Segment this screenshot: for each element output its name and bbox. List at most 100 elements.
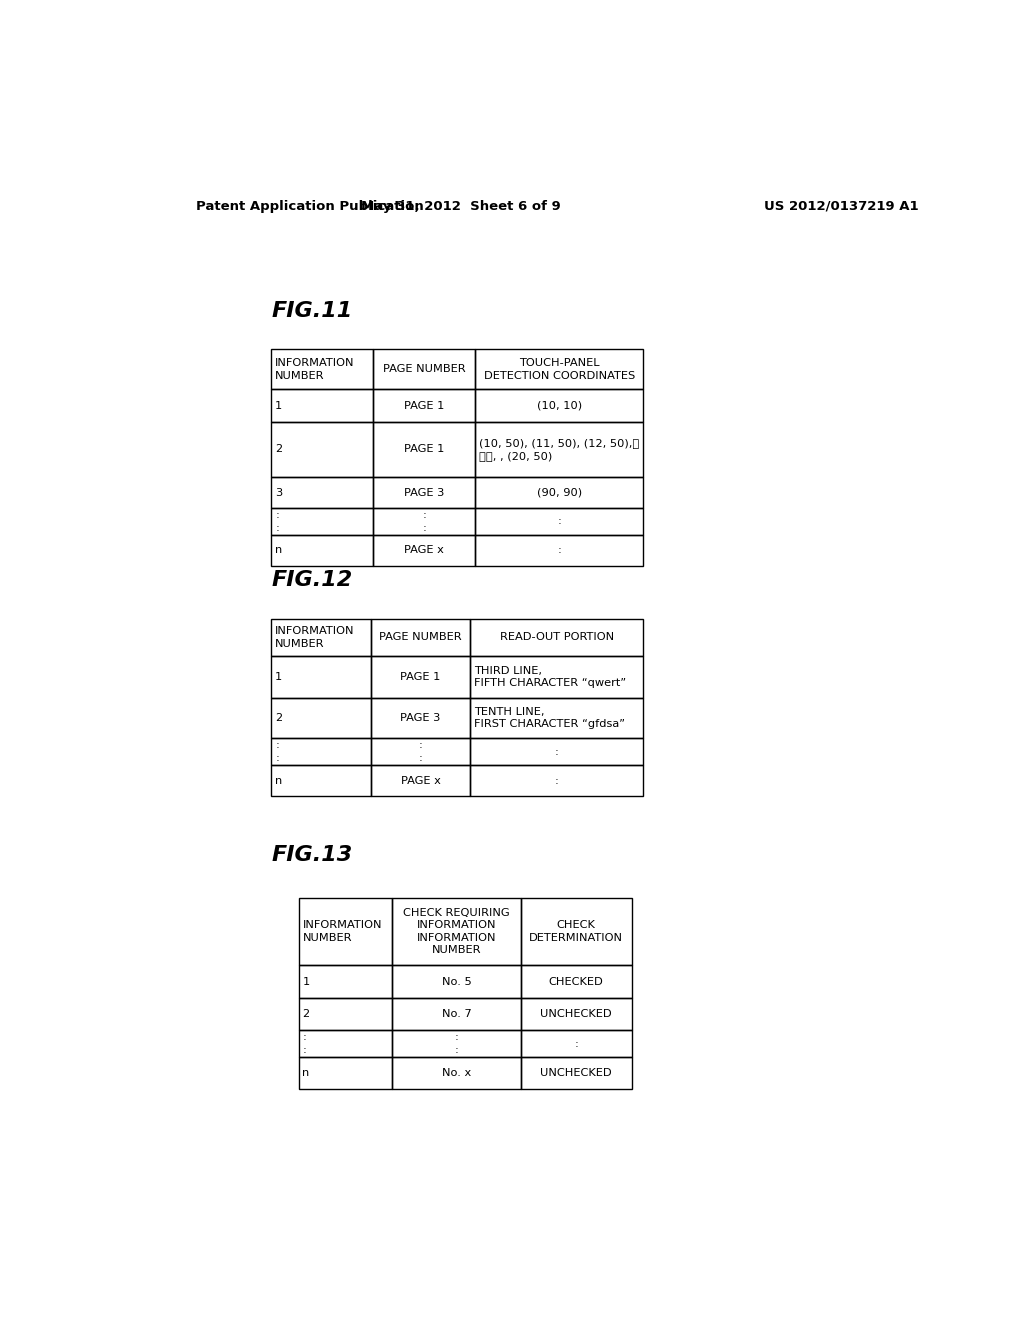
Bar <box>271 389 373 422</box>
Text: PAGE NUMBER: PAGE NUMBER <box>379 632 462 643</box>
Text: TOUCH-PANEL
DETECTION COORDINATES: TOUCH-PANEL DETECTION COORDINATES <box>483 358 635 380</box>
Text: PAGE x: PAGE x <box>404 545 444 556</box>
Bar <box>475 508 643 535</box>
Text: No. 7: No. 7 <box>441 1008 471 1019</box>
Text: :: : <box>557 516 561 527</box>
Text: INFORMATION
NUMBER: INFORMATION NUMBER <box>302 920 382 942</box>
Bar <box>520 998 632 1030</box>
Bar <box>520 1030 632 1057</box>
Text: :
:: : : <box>455 1032 459 1055</box>
Text: US 2012/0137219 A1: US 2012/0137219 A1 <box>764 199 919 213</box>
Text: PAGE 1: PAGE 1 <box>404 400 444 411</box>
Bar <box>299 965 392 998</box>
Bar <box>392 965 520 998</box>
Bar <box>271 619 371 656</box>
Text: FIG.13: FIG.13 <box>271 845 352 865</box>
Bar <box>271 698 371 738</box>
Bar <box>475 478 643 508</box>
Bar <box>520 965 632 998</box>
Bar <box>271 766 371 796</box>
Text: FIG.11: FIG.11 <box>271 301 352 321</box>
Bar <box>299 998 392 1030</box>
Text: UNCHECKED: UNCHECKED <box>541 1068 612 1078</box>
Bar <box>392 1030 520 1057</box>
Text: 2: 2 <box>275 445 283 454</box>
Bar <box>470 766 643 796</box>
Bar <box>470 656 643 698</box>
Text: UNCHECKED: UNCHECKED <box>541 1008 612 1019</box>
Bar <box>271 738 371 766</box>
Bar <box>475 350 643 389</box>
Text: CHECK REQUIRING
INFORMATION
INFORMATION
NUMBER: CHECK REQUIRING INFORMATION INFORMATION … <box>403 908 510 956</box>
Text: n: n <box>275 545 283 556</box>
Text: 1: 1 <box>275 400 283 411</box>
Text: 3: 3 <box>275 487 283 498</box>
Bar <box>392 998 520 1030</box>
Text: :: : <box>557 545 561 556</box>
Text: PAGE 3: PAGE 3 <box>404 487 444 498</box>
Bar <box>371 738 470 766</box>
Text: PAGE x: PAGE x <box>400 776 440 785</box>
Bar <box>271 535 373 566</box>
Text: PAGE 1: PAGE 1 <box>404 445 444 454</box>
Bar <box>373 389 475 422</box>
Text: :: : <box>555 747 559 756</box>
Text: May 31, 2012  Sheet 6 of 9: May 31, 2012 Sheet 6 of 9 <box>361 199 561 213</box>
Text: READ-OUT PORTION: READ-OUT PORTION <box>500 632 614 643</box>
Text: :
:: : : <box>419 741 423 763</box>
Text: :: : <box>555 776 559 785</box>
Text: :
:: : : <box>422 511 426 533</box>
Text: 2: 2 <box>275 713 283 723</box>
Text: No. x: No. x <box>442 1068 471 1078</box>
Text: (10, 50), (11, 50), (12, 50),　
　　, , (20, 50): (10, 50), (11, 50), (12, 50), , , (20, 5… <box>479 438 639 461</box>
Text: :: : <box>574 1039 579 1048</box>
Text: No. 5: No. 5 <box>441 977 471 986</box>
Bar <box>373 508 475 535</box>
Text: PAGE 3: PAGE 3 <box>400 713 440 723</box>
Bar <box>271 350 373 389</box>
Text: (10, 10): (10, 10) <box>537 400 582 411</box>
Bar <box>520 1057 632 1089</box>
Text: INFORMATION
NUMBER: INFORMATION NUMBER <box>275 358 354 380</box>
Bar <box>299 898 392 965</box>
Bar <box>299 1030 392 1057</box>
Bar <box>470 698 643 738</box>
Bar <box>475 422 643 478</box>
Text: Patent Application Publication: Patent Application Publication <box>197 199 424 213</box>
Text: :
:: : : <box>275 511 280 533</box>
Bar <box>271 478 373 508</box>
Text: CHECKED: CHECKED <box>549 977 603 986</box>
Text: n: n <box>302 1068 309 1078</box>
Bar <box>299 1057 392 1089</box>
Text: PAGE 1: PAGE 1 <box>400 672 440 682</box>
Bar <box>373 478 475 508</box>
Text: THIRD LINE,
FIFTH CHARACTER “qwert”: THIRD LINE, FIFTH CHARACTER “qwert” <box>474 665 627 688</box>
Bar <box>371 766 470 796</box>
Bar <box>392 1057 520 1089</box>
Bar <box>392 898 520 965</box>
Bar <box>271 422 373 478</box>
Bar <box>475 535 643 566</box>
Text: PAGE NUMBER: PAGE NUMBER <box>383 364 466 375</box>
Bar <box>371 656 470 698</box>
Bar <box>373 535 475 566</box>
Text: n: n <box>275 776 283 785</box>
Bar <box>475 389 643 422</box>
Text: :
:: : : <box>302 1032 306 1055</box>
Text: 2: 2 <box>302 1008 309 1019</box>
Text: (90, 90): (90, 90) <box>537 487 582 498</box>
Text: CHECK
DETERMINATION: CHECK DETERMINATION <box>529 920 624 942</box>
Text: TENTH LINE,
FIRST CHARACTER “gfdsa”: TENTH LINE, FIRST CHARACTER “gfdsa” <box>474 708 626 730</box>
Bar <box>271 656 371 698</box>
Bar <box>470 738 643 766</box>
Bar <box>373 350 475 389</box>
Bar <box>371 619 470 656</box>
Text: :
:: : : <box>275 741 280 763</box>
Bar <box>271 508 373 535</box>
Bar <box>373 422 475 478</box>
Text: INFORMATION
NUMBER: INFORMATION NUMBER <box>275 626 354 648</box>
Bar <box>520 898 632 965</box>
Text: 1: 1 <box>275 672 283 682</box>
Text: 1: 1 <box>302 977 309 986</box>
Bar <box>470 619 643 656</box>
